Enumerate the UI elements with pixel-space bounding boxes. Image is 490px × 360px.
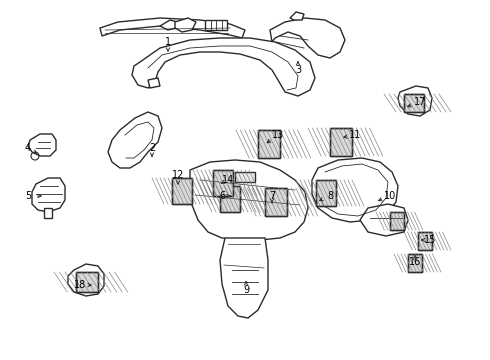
Polygon shape xyxy=(418,232,432,250)
Polygon shape xyxy=(213,170,233,196)
Text: 7: 7 xyxy=(269,191,275,201)
Polygon shape xyxy=(76,272,98,292)
Text: 15: 15 xyxy=(424,235,436,245)
Text: 11: 11 xyxy=(349,130,361,140)
Text: 14: 14 xyxy=(222,175,234,185)
Text: 12: 12 xyxy=(172,170,184,180)
Text: 17: 17 xyxy=(414,97,426,107)
Polygon shape xyxy=(398,86,432,116)
Polygon shape xyxy=(28,134,56,156)
Text: 8: 8 xyxy=(327,191,333,201)
Polygon shape xyxy=(258,130,280,158)
Polygon shape xyxy=(408,254,422,272)
Text: 9: 9 xyxy=(243,285,249,295)
Text: 1: 1 xyxy=(165,37,171,47)
Text: 5: 5 xyxy=(25,191,31,201)
Polygon shape xyxy=(360,204,408,236)
Polygon shape xyxy=(404,94,424,112)
Polygon shape xyxy=(160,20,178,30)
Text: 18: 18 xyxy=(74,280,86,290)
Polygon shape xyxy=(390,212,404,230)
Polygon shape xyxy=(265,188,287,216)
Text: 16: 16 xyxy=(409,257,421,267)
Polygon shape xyxy=(172,178,192,204)
Text: 4: 4 xyxy=(25,143,31,153)
Polygon shape xyxy=(312,158,398,222)
Polygon shape xyxy=(330,128,352,156)
Polygon shape xyxy=(290,12,304,20)
Polygon shape xyxy=(32,178,65,212)
Polygon shape xyxy=(44,208,52,218)
Polygon shape xyxy=(108,112,162,168)
Text: 13: 13 xyxy=(272,130,284,140)
Polygon shape xyxy=(132,38,315,96)
Polygon shape xyxy=(270,18,345,58)
Polygon shape xyxy=(175,18,196,32)
Polygon shape xyxy=(68,264,104,296)
Polygon shape xyxy=(316,180,336,206)
Polygon shape xyxy=(148,78,160,88)
Text: 10: 10 xyxy=(384,191,396,201)
Polygon shape xyxy=(205,20,227,30)
Polygon shape xyxy=(235,172,255,182)
Polygon shape xyxy=(100,18,245,38)
Text: 6: 6 xyxy=(219,191,225,201)
Text: 2: 2 xyxy=(149,143,155,153)
Polygon shape xyxy=(220,238,268,318)
Polygon shape xyxy=(190,160,308,240)
Text: 3: 3 xyxy=(295,65,301,75)
Polygon shape xyxy=(220,186,240,212)
